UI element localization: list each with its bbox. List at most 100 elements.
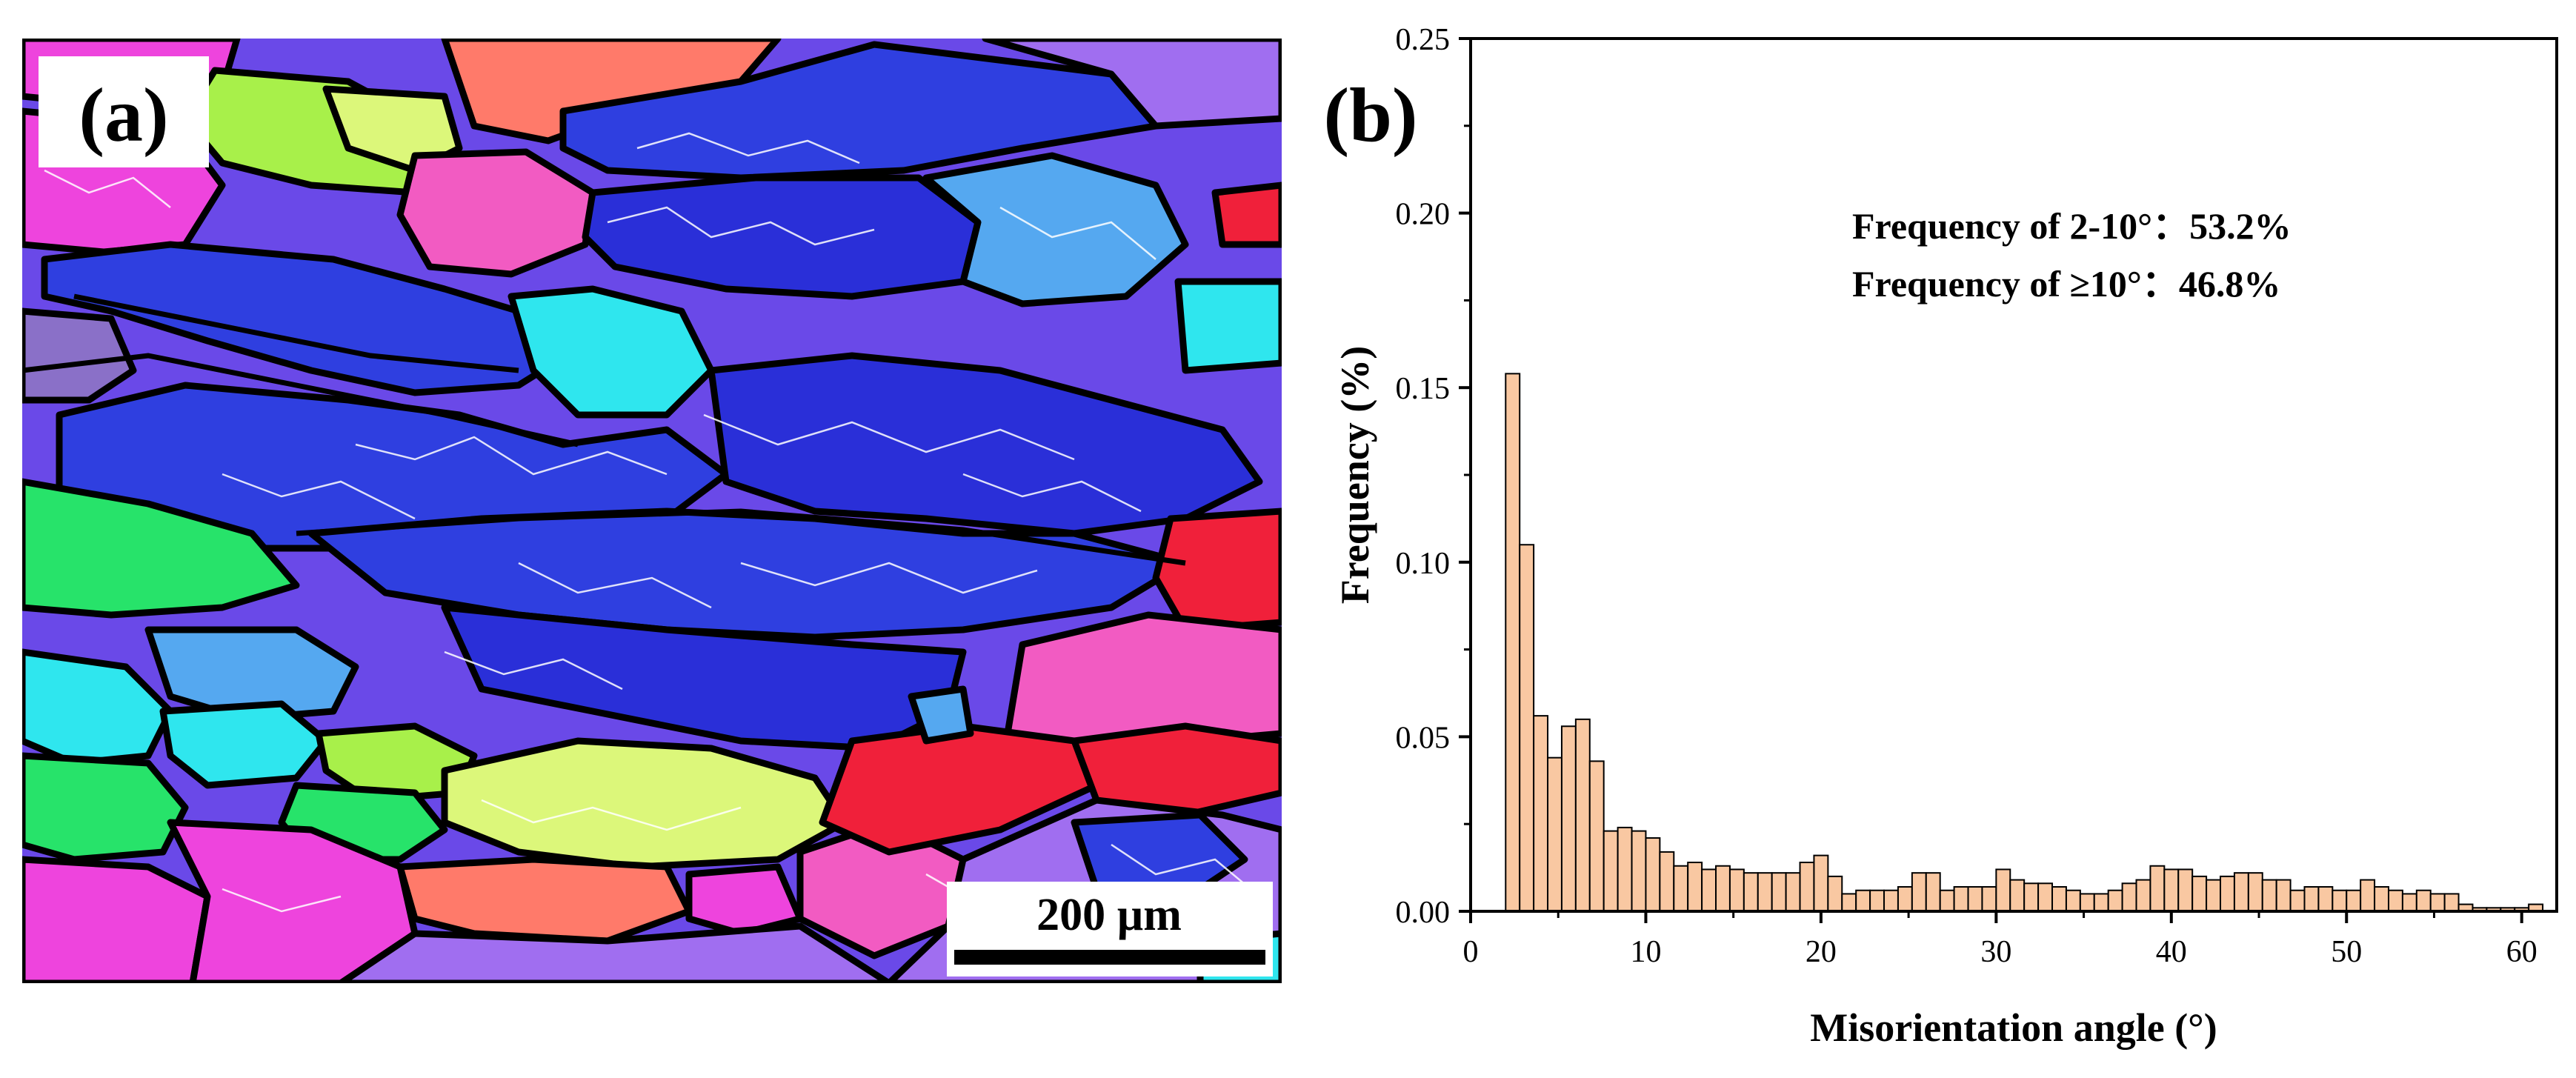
histogram-bar <box>1897 886 1913 912</box>
grain <box>908 685 974 745</box>
histogram-bar <box>2303 886 2320 912</box>
histogram-bar <box>1757 872 1773 912</box>
grain <box>559 41 1159 182</box>
panel-b-label: (b) <box>1323 73 1417 158</box>
histogram-bar <box>2135 879 2151 913</box>
histogram-bar <box>1799 862 1815 912</box>
grain <box>41 241 582 396</box>
histogram-bar <box>2051 886 2067 912</box>
high-angle-boundaries <box>22 293 1186 566</box>
histogram-bar <box>1631 830 1647 913</box>
y-tick-label: 0.05 <box>1396 721 1451 755</box>
y-tick-label: 0.20 <box>1396 198 1451 232</box>
histogram-bar <box>2065 889 2081 913</box>
grain <box>22 478 300 619</box>
histogram-bar <box>1883 889 1899 913</box>
misorientation-histogram: (b) 0 10 20 30 40 50 60 0.000.050.100.150.200.… <box>1323 23 2558 1050</box>
grain <box>582 174 982 300</box>
histogram-bar <box>2317 886 2334 912</box>
grain <box>819 722 1100 856</box>
plot-frame <box>1469 37 2558 913</box>
grain <box>1174 278 1282 374</box>
histogram-bar <box>2346 889 2362 913</box>
histogram-bar <box>2009 879 2026 913</box>
histogram-bar <box>1967 886 1983 912</box>
grain <box>396 148 596 278</box>
y-axis-label: Frequency (%) <box>1333 346 1377 604</box>
ebsd-map-panel: (a) 200 µm <box>22 39 1282 983</box>
histogram-bar <box>2177 868 2194 913</box>
x-tick-label: 30 <box>1980 935 2011 969</box>
histogram-bar <box>2275 879 2292 913</box>
x-tick-label: 40 <box>2156 935 2187 969</box>
histogram-bar <box>1505 373 1521 912</box>
grain <box>1152 508 1282 633</box>
histogram-bar <box>1925 872 1941 912</box>
panel-a-label: (a) <box>79 73 168 158</box>
histogram-bar <box>2429 893 2446 912</box>
histogram-bar <box>1939 889 1955 913</box>
scale-bar <box>954 950 1265 965</box>
x-tick-label: 10 <box>1630 935 1661 969</box>
histogram-bar <box>2107 889 2123 913</box>
histogram-bar <box>1687 862 1703 912</box>
histogram-bar <box>2037 882 2054 912</box>
histogram-bar <box>2289 889 2306 913</box>
histogram-bar <box>1728 868 1745 913</box>
grain <box>685 863 804 937</box>
histogram-bar <box>1981 886 1997 912</box>
histogram-bar <box>1673 865 1689 913</box>
histogram-bar <box>2121 882 2137 912</box>
ebsd-map: (a) 200 µm <box>22 39 1282 983</box>
grain <box>337 922 893 983</box>
histogram-bar <box>1743 872 1759 912</box>
histogram-bar <box>1574 718 1591 913</box>
histogram-bar <box>2443 893 2460 912</box>
grain <box>22 307 137 404</box>
histogram-bar <box>1533 715 1549 912</box>
histogram-bar <box>2233 872 2249 912</box>
grain <box>159 700 330 789</box>
histogram-bar <box>1855 889 1871 913</box>
histogram-bar <box>1953 886 1969 912</box>
histogram-bar <box>2079 893 2095 912</box>
grain <box>982 39 1282 130</box>
histogram-bar <box>1869 889 1886 913</box>
histogram-bar <box>1617 826 1633 912</box>
histogram-bar <box>1715 865 1731 913</box>
y-tick-label: 0.10 <box>1396 547 1451 581</box>
x-tick-label: 20 <box>1805 935 1837 969</box>
histogram-bar <box>1701 868 1717 913</box>
histogram-bar <box>1841 893 1857 912</box>
y-tick-label: 0.25 <box>1396 23 1451 57</box>
histogram-bar <box>2415 889 2432 913</box>
grain <box>922 152 1189 307</box>
histogram-bar <box>2191 875 2208 913</box>
x-tick-label: 0 <box>1463 935 1479 969</box>
grain <box>22 752 189 863</box>
grain <box>507 285 715 419</box>
histogram-bar <box>1827 875 1843 913</box>
y-tick-label: 0.15 <box>1396 372 1451 406</box>
histogram-bar <box>2206 879 2222 913</box>
grain <box>708 352 1263 537</box>
y-axis-ticks: 0.00 0.05 0.10 0.15 0.20 0.25 <box>1396 23 1471 930</box>
grain <box>144 626 359 722</box>
grain <box>22 648 174 767</box>
grain <box>441 737 848 871</box>
histogram-bars <box>1505 373 2544 913</box>
histogram-bar <box>1519 544 1535 912</box>
histogram-bar <box>2247 872 2263 912</box>
histogram-bar <box>2149 865 2166 913</box>
histogram-bar <box>2332 889 2348 913</box>
histogram-bar <box>2401 893 2417 912</box>
histogram-bar <box>2261 879 2277 913</box>
annotation-high-angle: Frequency of ≥10°：46.8% <box>1852 263 2280 305</box>
histogram-bar <box>1659 851 1675 912</box>
histogram-bar <box>1645 837 1661 912</box>
histogram-bar <box>2360 879 2376 913</box>
histogram-bar <box>2388 889 2403 913</box>
histogram-bar <box>2163 868 2180 913</box>
histogram-panel: (b) 0 10 20 30 40 50 60 0.00 0.05 0.10 0.15 0.20 0.… <box>1293 0 2576 1074</box>
x-axis-label: Misorientation angle (°) <box>1810 1005 2217 1050</box>
